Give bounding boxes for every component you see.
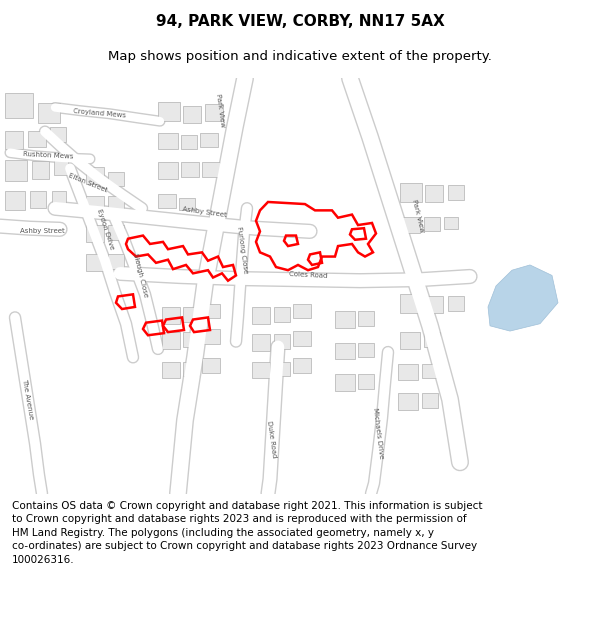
Bar xyxy=(158,132,178,149)
Text: Coles Road: Coles Road xyxy=(289,271,328,279)
Bar xyxy=(5,93,33,118)
Bar xyxy=(424,332,440,347)
Bar xyxy=(52,191,66,205)
Bar xyxy=(86,254,104,271)
Text: Michaels Drive: Michaels Drive xyxy=(372,407,384,459)
Bar xyxy=(202,358,220,373)
Bar xyxy=(400,332,420,349)
Text: Contains OS data © Crown copyright and database right 2021. This information is : Contains OS data © Crown copyright and d… xyxy=(12,501,482,565)
Bar xyxy=(28,131,46,148)
Text: Elton Street: Elton Street xyxy=(68,173,108,194)
Bar xyxy=(252,334,270,351)
Bar xyxy=(86,168,104,184)
Bar xyxy=(400,183,422,202)
Bar xyxy=(274,334,290,349)
Bar xyxy=(444,217,458,229)
Bar xyxy=(50,127,66,142)
Text: Furlong Close: Furlong Close xyxy=(236,226,248,274)
Bar xyxy=(252,307,270,324)
Text: Ashby Street: Ashby Street xyxy=(20,228,64,234)
Text: Map shows position and indicative extent of the property.: Map shows position and indicative extent… xyxy=(108,50,492,62)
Bar xyxy=(335,311,355,328)
Bar xyxy=(162,307,180,324)
Bar xyxy=(38,103,60,123)
Bar xyxy=(425,296,443,313)
Bar xyxy=(181,162,199,177)
Bar xyxy=(158,102,180,121)
Bar xyxy=(252,361,270,378)
Bar xyxy=(183,106,201,123)
Text: Ashby Street: Ashby Street xyxy=(182,206,227,219)
Bar xyxy=(162,361,180,378)
Bar xyxy=(32,161,49,179)
Bar xyxy=(335,374,355,391)
Bar xyxy=(86,225,104,242)
Bar xyxy=(448,185,464,200)
Text: Park View: Park View xyxy=(215,94,226,128)
Bar xyxy=(293,331,311,346)
Bar xyxy=(54,159,68,174)
Bar xyxy=(162,332,180,349)
Text: Slough Close: Slough Close xyxy=(131,253,148,298)
Bar xyxy=(293,304,311,319)
Bar xyxy=(448,296,464,311)
Text: Eydon Drive: Eydon Drive xyxy=(95,208,115,251)
Bar xyxy=(183,361,199,376)
Bar xyxy=(424,217,440,231)
Text: The Avenue: The Avenue xyxy=(22,379,35,420)
Bar xyxy=(30,191,46,208)
Bar xyxy=(183,332,199,347)
Text: Park View: Park View xyxy=(411,199,425,232)
Bar xyxy=(108,225,124,240)
Bar xyxy=(158,162,178,179)
Bar xyxy=(205,104,223,121)
Bar xyxy=(400,217,420,234)
Bar xyxy=(202,162,220,177)
Bar xyxy=(108,171,124,186)
Bar xyxy=(181,135,197,149)
Text: Rushton Mews: Rushton Mews xyxy=(23,151,73,160)
Bar xyxy=(202,329,220,344)
Bar xyxy=(335,342,355,359)
Bar xyxy=(200,132,218,148)
Bar xyxy=(179,198,195,211)
Bar xyxy=(5,191,25,211)
Bar xyxy=(422,364,438,378)
Bar xyxy=(5,131,23,149)
Bar xyxy=(108,196,124,211)
Bar xyxy=(158,194,176,208)
Bar xyxy=(422,393,438,408)
Bar xyxy=(293,358,311,373)
Bar xyxy=(202,304,220,319)
Bar xyxy=(425,185,443,202)
Bar xyxy=(274,361,290,376)
Bar xyxy=(358,374,374,389)
Bar xyxy=(108,254,124,269)
Polygon shape xyxy=(488,265,558,331)
Bar xyxy=(358,342,374,357)
Bar xyxy=(398,364,418,381)
Bar xyxy=(274,307,290,322)
Bar xyxy=(5,160,27,181)
Bar xyxy=(183,307,199,322)
Bar xyxy=(398,393,418,410)
Text: 94, PARK VIEW, CORBY, NN17 5AX: 94, PARK VIEW, CORBY, NN17 5AX xyxy=(155,14,445,29)
Text: Duke Road: Duke Road xyxy=(266,420,278,458)
Bar xyxy=(86,196,104,212)
Text: Croyland Mews: Croyland Mews xyxy=(73,109,127,119)
Bar xyxy=(358,311,374,326)
Bar xyxy=(400,294,422,313)
